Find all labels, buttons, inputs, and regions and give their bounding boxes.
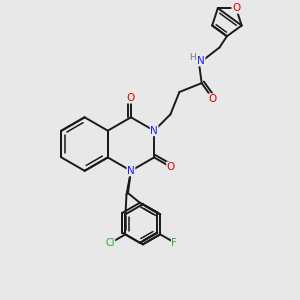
Text: Cl: Cl [105,238,115,248]
Text: H: H [189,53,196,62]
Text: N: N [150,126,158,136]
Text: O: O [209,94,217,104]
Text: O: O [167,162,175,172]
Text: O: O [232,3,240,13]
Text: N: N [197,56,205,66]
Text: N: N [127,166,135,176]
Text: F: F [171,238,177,248]
Text: O: O [127,93,135,103]
